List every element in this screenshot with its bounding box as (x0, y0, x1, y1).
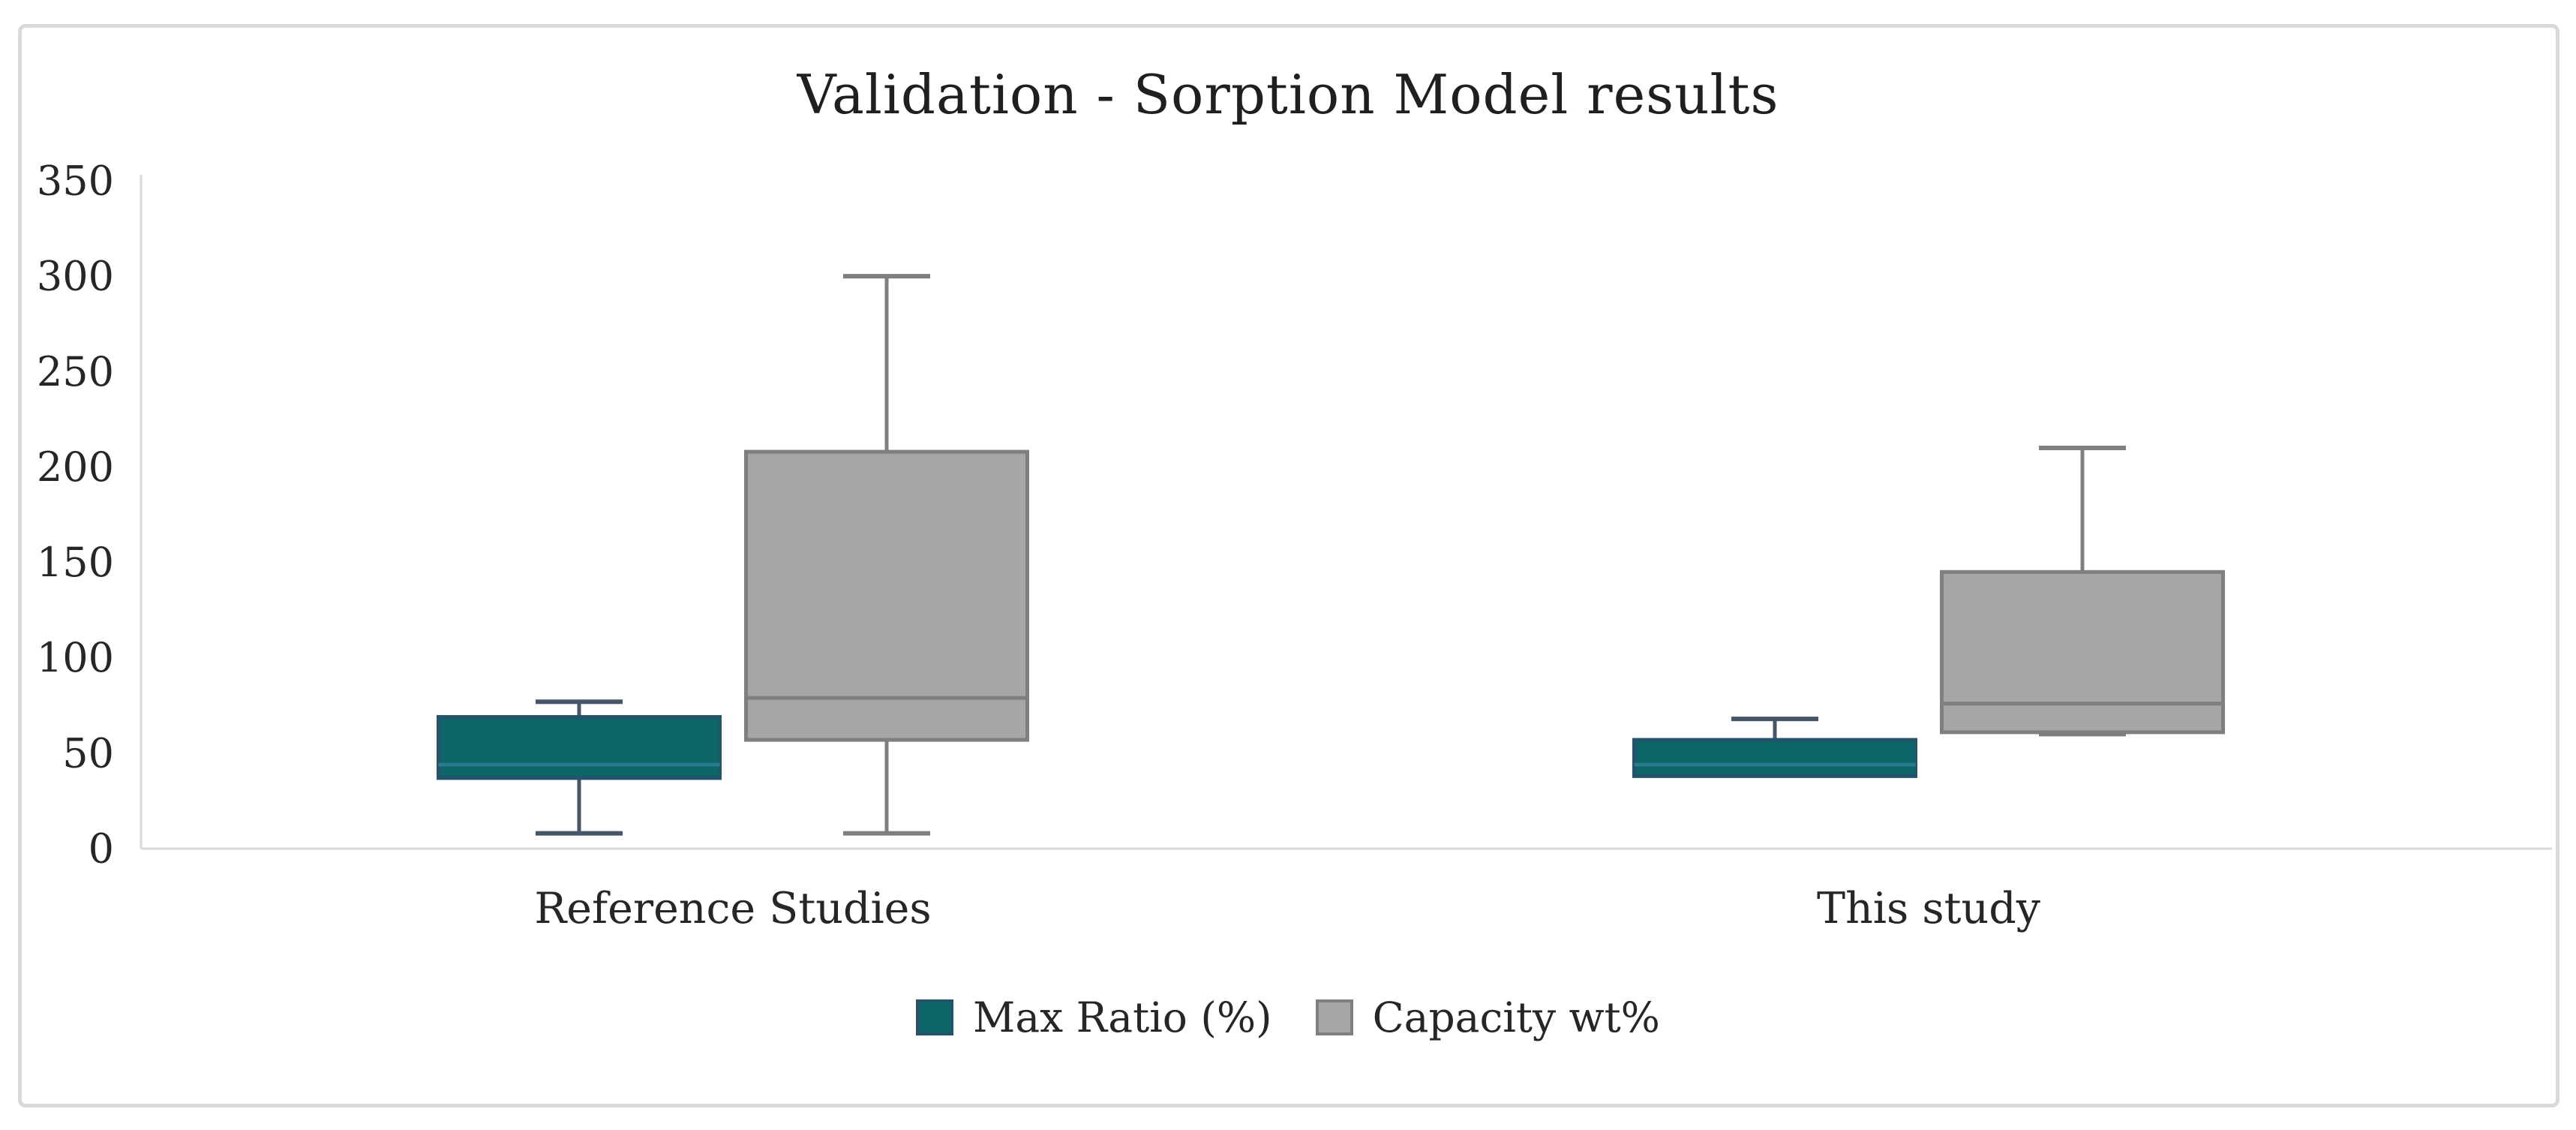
chart-title: Validation - Sorption Model results (797, 63, 1779, 126)
y-axis-tick-label-250: 250 (37, 348, 114, 395)
y-axis-tick-label-350: 350 (37, 158, 114, 205)
chart-frame (18, 24, 2559, 1107)
legend-label-capacity: Capacity wt% (1372, 993, 1660, 1041)
y-axis-tick-label-50: 50 (62, 729, 114, 777)
y-axis-tick-label-0: 0 (89, 825, 114, 873)
box-max-ratio-this-study (1632, 738, 1917, 778)
legend-item-max-ratio: Max Ratio (%) (916, 993, 1272, 1041)
box-capacity-wt-this-study (1940, 570, 2225, 735)
x-axis-label-this-study: This study (1817, 884, 2040, 933)
y-axis-tick-label-200: 200 (37, 443, 114, 491)
y-axis-tick-label-300: 300 (37, 253, 114, 300)
legend-item-capacity: Capacity wt% (1315, 993, 1660, 1041)
legend-swatch-max-ratio-icon (916, 999, 954, 1035)
y-axis-tick-label-150: 150 (37, 539, 114, 586)
legend-label-max-ratio: Max Ratio (%) (973, 993, 1272, 1041)
legend: Max Ratio (%) Capacity wt% (0, 993, 2576, 1041)
box-capacity-wt-reference-studies (744, 449, 1029, 742)
x-axis-label-reference-studies: Reference Studies (534, 884, 932, 933)
y-axis-tick-label-100: 100 (37, 634, 114, 681)
box-max-ratio-reference-studies (437, 715, 722, 780)
legend-swatch-capacity-icon (1315, 999, 1353, 1035)
